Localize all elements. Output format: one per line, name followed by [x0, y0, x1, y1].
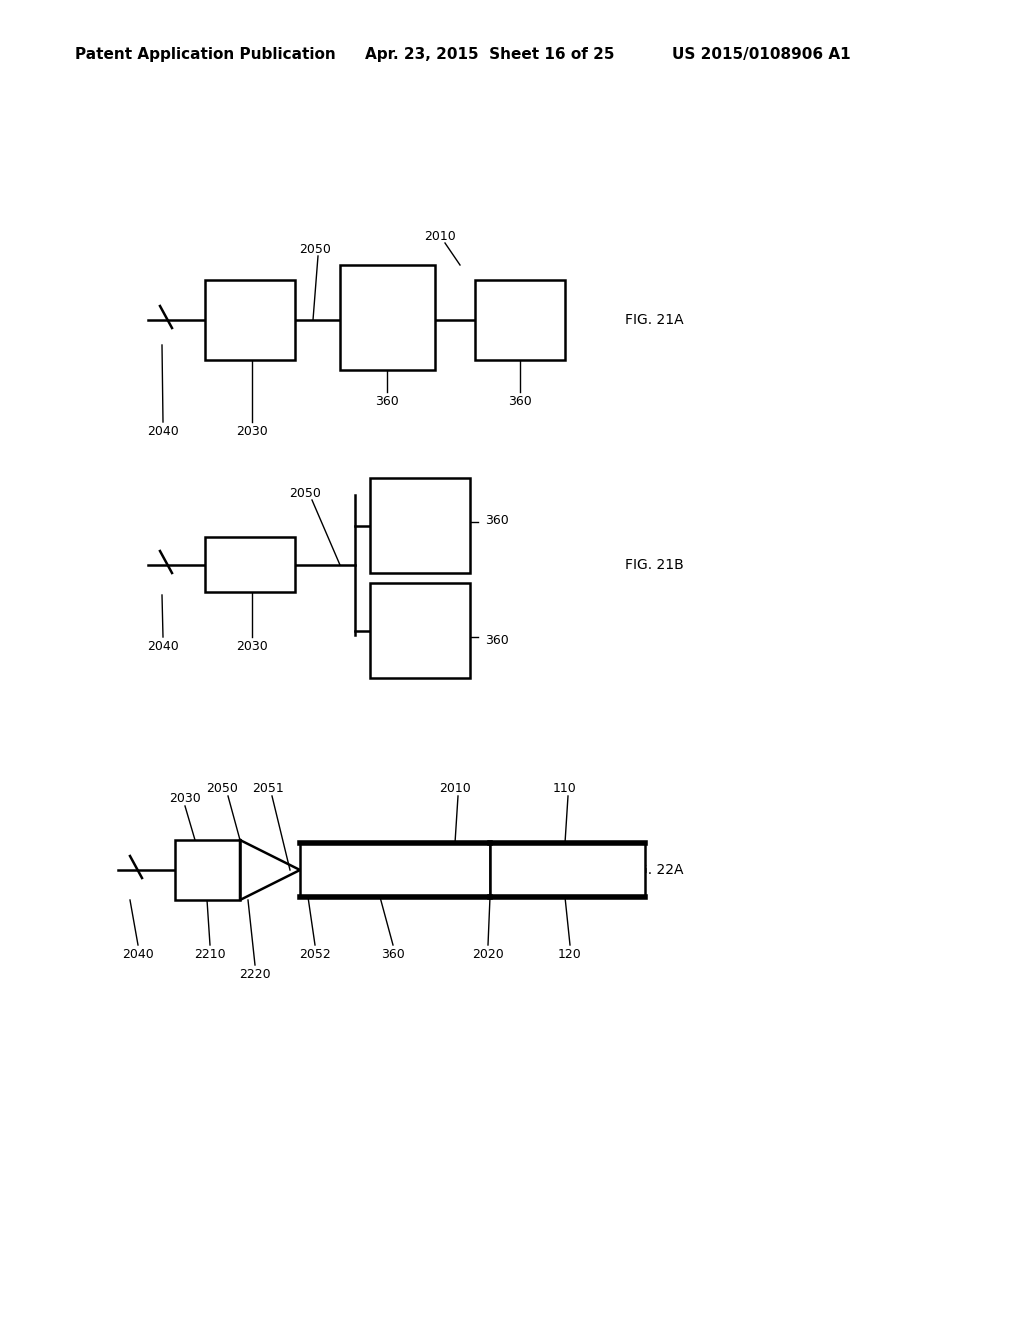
- Text: 110: 110: [553, 781, 577, 795]
- Text: 2020: 2020: [472, 948, 504, 961]
- Text: 360: 360: [485, 634, 509, 647]
- Text: 360: 360: [375, 395, 399, 408]
- Text: FIG. 21A: FIG. 21A: [625, 313, 684, 327]
- Text: 2030: 2030: [237, 640, 268, 653]
- Bar: [300, 843, 490, 898]
- Text: 2040: 2040: [147, 425, 179, 438]
- Text: 2040: 2040: [122, 948, 154, 961]
- Text: 360: 360: [485, 513, 509, 527]
- Text: 360: 360: [381, 948, 404, 961]
- Bar: [475, 280, 565, 360]
- Text: 2210: 2210: [195, 948, 226, 961]
- Bar: [205, 280, 295, 360]
- Text: Apr. 23, 2015  Sheet 16 of 25: Apr. 23, 2015 Sheet 16 of 25: [365, 48, 614, 62]
- Text: 2010: 2010: [424, 230, 456, 243]
- Text: 2051: 2051: [252, 781, 284, 795]
- Text: 2050: 2050: [299, 243, 331, 256]
- Bar: [370, 583, 470, 678]
- Text: 2050: 2050: [206, 781, 238, 795]
- Bar: [175, 840, 240, 900]
- Bar: [370, 478, 470, 573]
- Text: 2010: 2010: [439, 781, 471, 795]
- Text: FIG. 21B: FIG. 21B: [625, 558, 684, 572]
- Text: 360: 360: [508, 395, 531, 408]
- Text: US 2015/0108906 A1: US 2015/0108906 A1: [672, 48, 851, 62]
- Bar: [205, 537, 295, 591]
- Text: 2040: 2040: [147, 640, 179, 653]
- Bar: [490, 843, 645, 898]
- Text: FIG. 22A: FIG. 22A: [625, 863, 683, 876]
- Text: Patent Application Publication: Patent Application Publication: [75, 48, 336, 62]
- Text: 2030: 2030: [237, 425, 268, 438]
- Text: 120: 120: [558, 948, 582, 961]
- Bar: [340, 265, 435, 370]
- Text: 2220: 2220: [240, 968, 270, 981]
- Text: 2030: 2030: [169, 792, 201, 805]
- Text: 2050: 2050: [289, 487, 321, 500]
- Text: 2052: 2052: [299, 948, 331, 961]
